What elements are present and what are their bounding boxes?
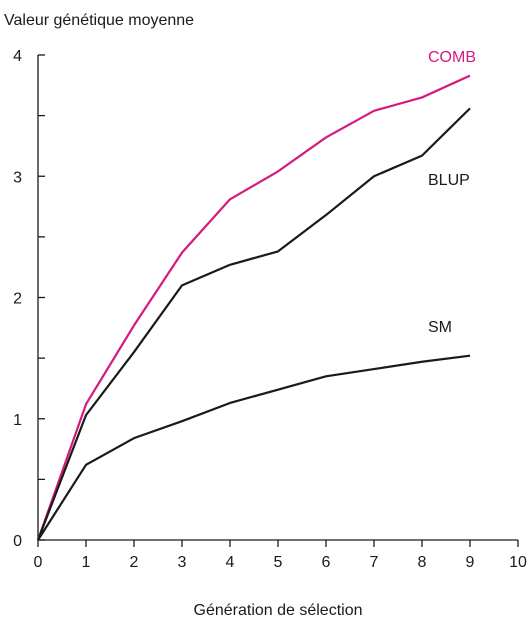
x-tick-label: 10 [509,554,527,571]
x-tick-label: 2 [130,554,139,571]
x-tick-label: 3 [178,554,187,571]
x-tick-label: 1 [82,554,91,571]
x-tick-label: 9 [466,554,475,571]
y-tick-label: 3 [13,169,22,186]
y-tick-label: 4 [13,48,22,65]
y-tick-label: 0 [13,533,22,550]
x-axis-label: Génération de sélection [194,602,363,619]
x-tick-label: 6 [322,554,331,571]
series-label-sm: SM [428,319,452,336]
series-line-sm [37,354,471,541]
y-tick-label: 1 [13,412,22,429]
y-tick-label: 2 [13,291,22,308]
series-group [36,74,471,541]
series-label-comb: COMB [428,49,476,66]
x-tick-label: 7 [370,554,379,571]
x-tick-label: 4 [226,554,235,571]
series-label-blup: BLUP [428,172,470,189]
series-line-comb [36,74,471,541]
series-line-blup [36,107,471,541]
y-axis-label: Valeur génétique moyenne [4,12,194,29]
axis-ticks: 0 1 2 3 4 5 6 7 8 9 10 0 1 2 3 4 [13,48,527,571]
x-tick-label: 8 [418,554,427,571]
series-labels: COMB BLUP SM [428,49,476,336]
x-tick-label: 0 [34,554,43,571]
x-tick-label: 5 [274,554,283,571]
